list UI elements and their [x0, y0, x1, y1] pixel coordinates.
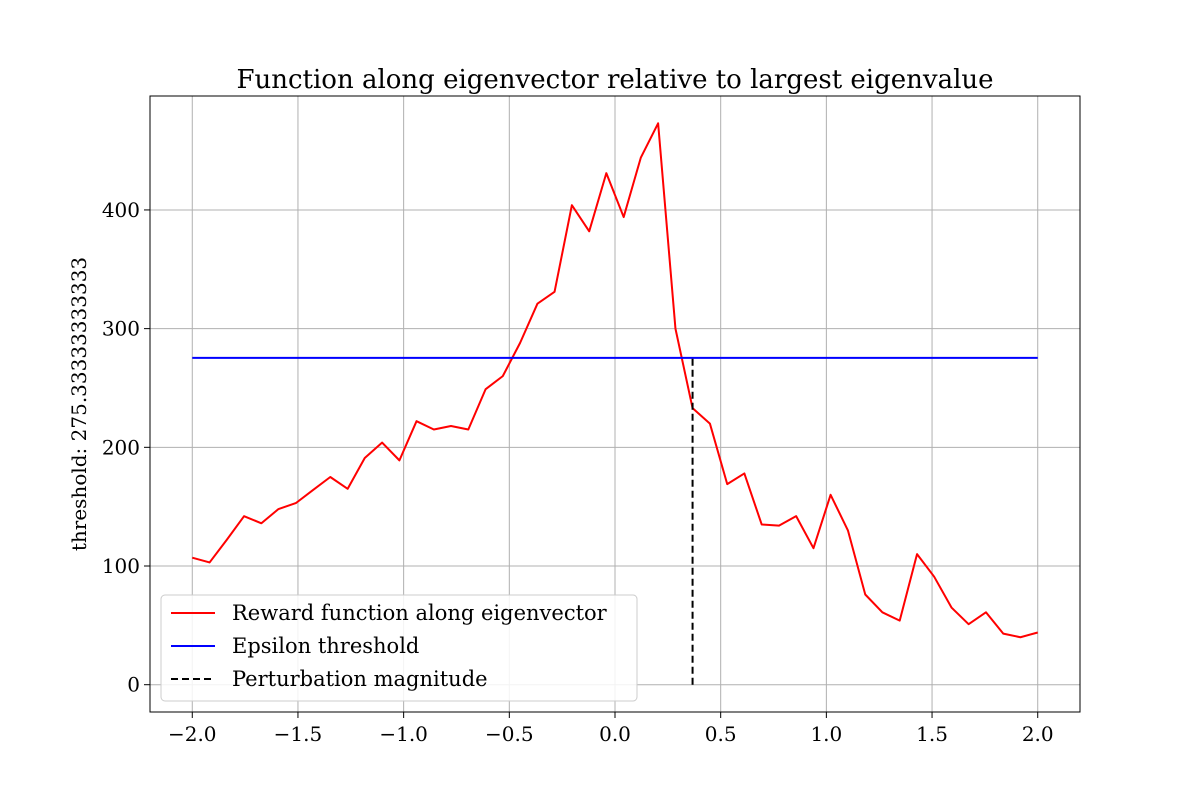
y-tick-label: 400: [102, 198, 140, 222]
y-tick-label: 0: [127, 673, 140, 697]
y-tick-label: 100: [102, 554, 140, 578]
y-tick-label: 200: [102, 435, 140, 459]
axis-ticks: −2.0 −1.5 −1.0 −0.5 0.0 0.5 1.0 1.5 2.0 0 100 200 30…: [102, 198, 1054, 746]
y-axis-label: threshold: 275.33333333333: [67, 257, 91, 551]
x-tick-label: −0.5: [485, 722, 534, 746]
legend-label-perturbation: Perturbation magnitude: [232, 667, 488, 691]
reward-function-line: [192, 122, 1038, 639]
x-tick-label: −2.0: [168, 722, 217, 746]
legend-label-threshold: Epsilon threshold: [232, 634, 419, 658]
legend-label-reward: Reward function along eigenvector: [232, 601, 608, 625]
x-tick-label: −1.5: [274, 722, 323, 746]
x-tick-label: 1.5: [916, 722, 948, 746]
x-tick-label: −1.0: [379, 722, 428, 746]
x-tick-label: 1.0: [810, 722, 842, 746]
x-tick-label: 0.5: [705, 722, 737, 746]
series-lines: [192, 122, 1038, 685]
legend: Reward function along eigenvector Epsilo…: [160, 594, 638, 702]
x-tick-label: 2.0: [1022, 722, 1054, 746]
y-tick-label: 300: [102, 317, 140, 341]
x-tick-label: 0.0: [599, 722, 631, 746]
chart-title: Function along eigenvector relative to l…: [236, 65, 993, 95]
legend-box: [160, 594, 638, 702]
